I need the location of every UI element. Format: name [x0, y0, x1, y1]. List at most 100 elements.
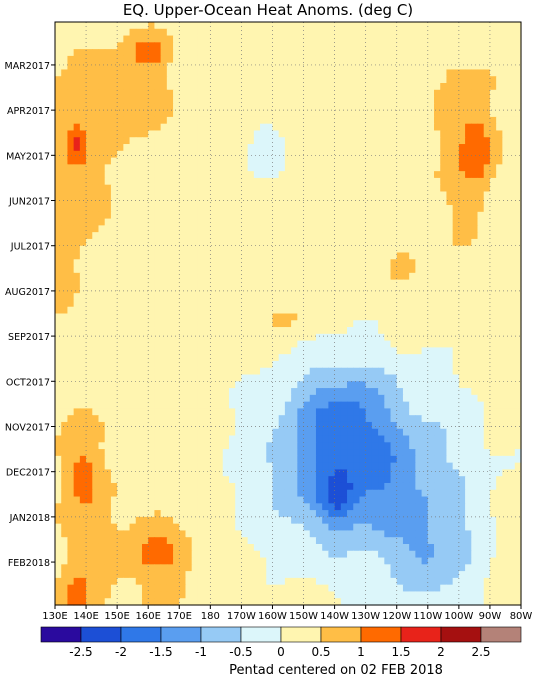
heatmap-cell — [353, 28, 361, 37]
heatmap-cell — [141, 191, 149, 199]
heatmap-cell — [477, 266, 485, 274]
heatmap-cell — [328, 252, 336, 260]
heatmap-cell — [79, 184, 87, 193]
heatmap-cell — [347, 435, 354, 443]
heatmap-cell — [92, 266, 100, 274]
heatmap-cell — [67, 103, 75, 111]
heatmap-cell — [166, 62, 174, 71]
heatmap-cell — [67, 394, 75, 403]
heatmap-cell — [228, 35, 236, 43]
heatmap-cell — [402, 76, 410, 84]
heatmap-cell — [508, 144, 516, 152]
heatmap-cell — [272, 225, 280, 233]
heatmap-cell — [477, 320, 485, 328]
heatmap-cell — [483, 333, 491, 342]
heatmap-cell — [452, 232, 460, 240]
heatmap-cell — [502, 428, 510, 437]
heatmap-cell — [73, 218, 81, 226]
heatmap-cell — [496, 306, 503, 315]
heatmap-cell — [247, 462, 255, 471]
heatmap-cell — [421, 211, 429, 220]
heatmap-cell — [222, 35, 230, 43]
heatmap-cell — [291, 462, 298, 471]
heatmap-cell — [402, 42, 410, 50]
heatmap-cell — [141, 469, 149, 477]
heatmap-cell — [222, 22, 230, 30]
heatmap-cell — [272, 320, 280, 328]
heatmap-cell — [347, 35, 354, 43]
heatmap-cell — [427, 279, 435, 287]
heatmap-cell — [278, 340, 286, 348]
heatmap-cell — [359, 137, 367, 145]
heatmap-cell — [496, 449, 503, 457]
heatmap-cell — [502, 455, 510, 464]
heatmap-cell — [191, 49, 199, 57]
heatmap-cell — [371, 388, 379, 396]
heatmap-cell — [235, 401, 242, 410]
heatmap-cell — [328, 28, 336, 37]
heatmap-cell — [173, 150, 180, 159]
heatmap-cell — [427, 171, 435, 179]
heatmap-cell — [179, 442, 187, 450]
heatmap-cell — [222, 455, 230, 464]
heatmap-cell — [228, 327, 236, 335]
heatmap-cell — [365, 130, 373, 138]
heatmap-cell — [508, 96, 516, 104]
heatmap-cell — [334, 455, 342, 464]
heatmap-cell — [272, 435, 280, 443]
heatmap-cell — [297, 435, 305, 443]
heatmap-cell — [315, 89, 323, 98]
heatmap-cell — [315, 35, 323, 43]
heatmap-cell — [247, 28, 255, 37]
heatmap-cell — [303, 238, 311, 247]
heatmap-cell — [409, 211, 416, 220]
heatmap-cell — [247, 177, 255, 186]
heatmap-cell — [489, 130, 497, 138]
heatmap-cell — [390, 367, 398, 376]
heatmap-cell — [458, 35, 466, 43]
heatmap-cell — [291, 218, 298, 226]
heatmap-cell — [371, 55, 379, 64]
heatmap-cell — [421, 259, 429, 267]
heatmap-cell — [322, 49, 329, 57]
heatmap-cell — [402, 347, 410, 355]
heatmap-cell — [204, 401, 211, 410]
heatmap-cell — [390, 408, 398, 416]
heatmap-cell — [409, 320, 416, 328]
heatmap-cell — [260, 157, 267, 165]
heatmap-cell — [185, 116, 193, 125]
heatmap-cell — [471, 103, 479, 111]
heatmap-cell — [434, 340, 441, 348]
heatmap-cell — [483, 137, 491, 145]
heatmap-cell — [483, 259, 491, 267]
heatmap-cell — [79, 103, 87, 111]
heatmap-cell — [303, 360, 311, 369]
heatmap-cell — [322, 96, 329, 104]
heatmap-cell — [179, 299, 187, 308]
heatmap-cell — [303, 89, 311, 98]
heatmap-cell — [452, 164, 460, 172]
heatmap-cell — [253, 198, 261, 206]
heatmap-cell — [322, 259, 329, 267]
heatmap-cell — [98, 198, 106, 206]
heatmap-cell — [309, 293, 317, 301]
heatmap-cell — [496, 42, 503, 50]
heatmap-cell — [55, 28, 62, 37]
heatmap-cell — [452, 55, 460, 64]
heatmap-cell — [309, 171, 317, 179]
heatmap-cell — [67, 428, 75, 437]
heatmap-cell — [291, 55, 298, 64]
heatmap-cell — [378, 76, 385, 84]
heatmap-cell — [471, 164, 479, 172]
heatmap-cell — [260, 205, 267, 213]
heatmap-cell — [123, 367, 131, 376]
heatmap-cell — [483, 42, 491, 50]
heatmap-cell — [173, 69, 180, 77]
heatmap-cell — [421, 367, 429, 376]
heatmap-cell — [365, 225, 373, 233]
heatmap-cell — [297, 259, 305, 267]
heatmap-cell — [483, 164, 491, 172]
heatmap-cell — [210, 259, 218, 267]
heatmap-cell — [402, 435, 410, 443]
heatmap-cell — [228, 286, 236, 294]
